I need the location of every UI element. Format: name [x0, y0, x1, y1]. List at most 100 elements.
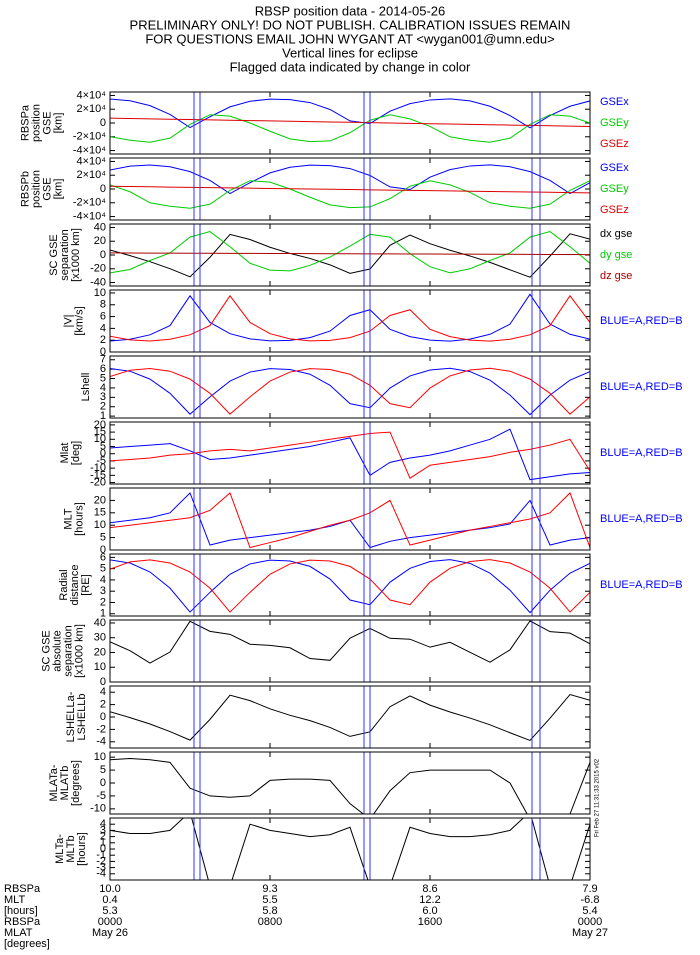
y-tick-label: 4×10⁴ [76, 89, 106, 101]
plot-frame [109, 685, 591, 749]
y-tick-label: -5 [96, 455, 106, 467]
panel: -4×10⁴-2×10⁴ 0 2×10⁴ 4×10⁴ RBSPb position GSE[… [20, 155, 629, 222]
y-axis-label: GSE [42, 111, 54, 134]
y-tick-label: -10 [90, 803, 106, 815]
y-tick-label: 5 [100, 764, 106, 776]
y-tick-label: -1 [96, 849, 106, 861]
y-tick-label: -20 [90, 476, 106, 488]
y-axis-label: [km] [53, 113, 65, 134]
timestamp: Fri Feb 27 11:31:33 2015 v02 [595, 758, 601, 837]
y-tick-label: 10 [94, 751, 106, 763]
legend-entry: dy gse [600, 249, 632, 261]
y-axis-label: Radial [58, 569, 70, 600]
y-axis-label: MLTb [65, 835, 77, 862]
legend-entry: dx gse [600, 228, 632, 240]
footer-value: 7.9 [582, 883, 597, 895]
y-axis-label: separation [63, 625, 75, 676]
footer-value: 5.4 [582, 905, 597, 917]
legend-entry: BLUE=A,RED=B [600, 315, 683, 327]
series-line [110, 757, 590, 814]
series-line [110, 294, 590, 342]
y-axis-label: absolute [52, 630, 64, 672]
y-tick-label: -2×10⁴ [73, 131, 106, 143]
series-line [110, 293, 590, 342]
y-axis-label: [km/s] [74, 306, 86, 335]
y-axis-label: position [31, 170, 43, 208]
y-tick-label: -40 [90, 276, 106, 288]
series-line [110, 185, 590, 194]
footer-row-label: RBSPa [4, 883, 41, 895]
x-tick-label: 0000 [98, 916, 122, 928]
y-tick-label: 3 [100, 391, 106, 403]
y-tick-label: 30 [94, 632, 106, 644]
footer-row-label: [hours] [4, 905, 38, 917]
y-tick-label: 0 [100, 448, 106, 460]
plot-area [110, 367, 590, 416]
plot-area [110, 757, 590, 814]
y-axis-label: [km] [53, 179, 65, 200]
footer-value: -6.8 [581, 894, 600, 906]
plot-frame [109, 355, 591, 419]
y-axis-label: [hours] [76, 832, 88, 866]
legend-entry: BLUE=A,RED=B [600, 579, 683, 591]
plot-area [110, 164, 590, 209]
y-tick-label: 0 [100, 346, 106, 358]
series-line [110, 367, 590, 415]
y-tick-label: 4 [100, 322, 106, 334]
y-tick-label: 3 [100, 585, 106, 597]
legend-entry: BLUE=A,RED=B [600, 513, 683, 525]
y-tick-label: 15 [94, 426, 106, 438]
plot-frame [109, 751, 591, 815]
y-tick-label: 0 [100, 711, 106, 723]
plot-frame [109, 91, 591, 155]
y-tick-label: 4 [100, 382, 106, 394]
footer-row-label: [degrees] [4, 938, 50, 950]
y-tick-label: 0 [100, 544, 106, 556]
y-axis-label: [RE] [80, 574, 92, 595]
footer-value: 9.3 [262, 883, 277, 895]
legend-entry: BLUE=A,RED=B [600, 381, 683, 393]
y-tick-label: 0 [100, 117, 106, 129]
y-tick-label: 2 [100, 831, 106, 843]
y-axis-label: position [31, 104, 43, 142]
y-tick-label: 1 [100, 837, 106, 849]
y-tick-label: 4 [100, 574, 106, 586]
series-line [110, 164, 590, 195]
y-tick-label: 0 [100, 183, 106, 195]
plot-frame [109, 487, 591, 551]
legend-entry: GSEz [600, 138, 629, 150]
panel: -4×10⁴-2×10⁴ 0 2×10⁴ 4×10⁴ RBSPa position GSE[… [20, 89, 629, 156]
y-tick-label: 1 [100, 608, 106, 620]
x-tick-label: 0800 [258, 916, 282, 928]
footer-value: 6.0 [422, 905, 437, 917]
footer-value: 5.3 [102, 905, 117, 917]
legend-entry: GSEy [600, 117, 629, 129]
y-axis-label: MLT [63, 508, 75, 529]
y-tick-label: -5 [96, 790, 106, 802]
title-line: FOR QUESTIONS EMAIL JOHN WYGANT AT <wyga… [145, 31, 554, 46]
y-tick-label: 10 [94, 287, 106, 299]
y-tick-label: -4×10⁴ [73, 210, 106, 222]
y-axis-label: LSHELLa- [65, 691, 77, 742]
y-tick-label: -2 [96, 723, 106, 735]
y-tick-label: 2 [100, 699, 106, 711]
plot-frame [109, 553, 591, 617]
legend-entry: GSEz [600, 204, 629, 216]
y-tick-label: -2×10⁴ [73, 197, 106, 209]
series-line [110, 233, 590, 278]
plot-frame [109, 421, 591, 485]
y-tick-label: -4 [96, 736, 106, 748]
y-tick-label: 5 [100, 440, 106, 452]
y-axis-label: RBSPa [20, 104, 32, 141]
plot-area [110, 693, 590, 742]
y-tick-label: 0 [100, 676, 106, 688]
y-tick-label: 40 [94, 617, 106, 629]
plot-area [110, 428, 590, 481]
footer-value: 0.4 [102, 894, 117, 906]
